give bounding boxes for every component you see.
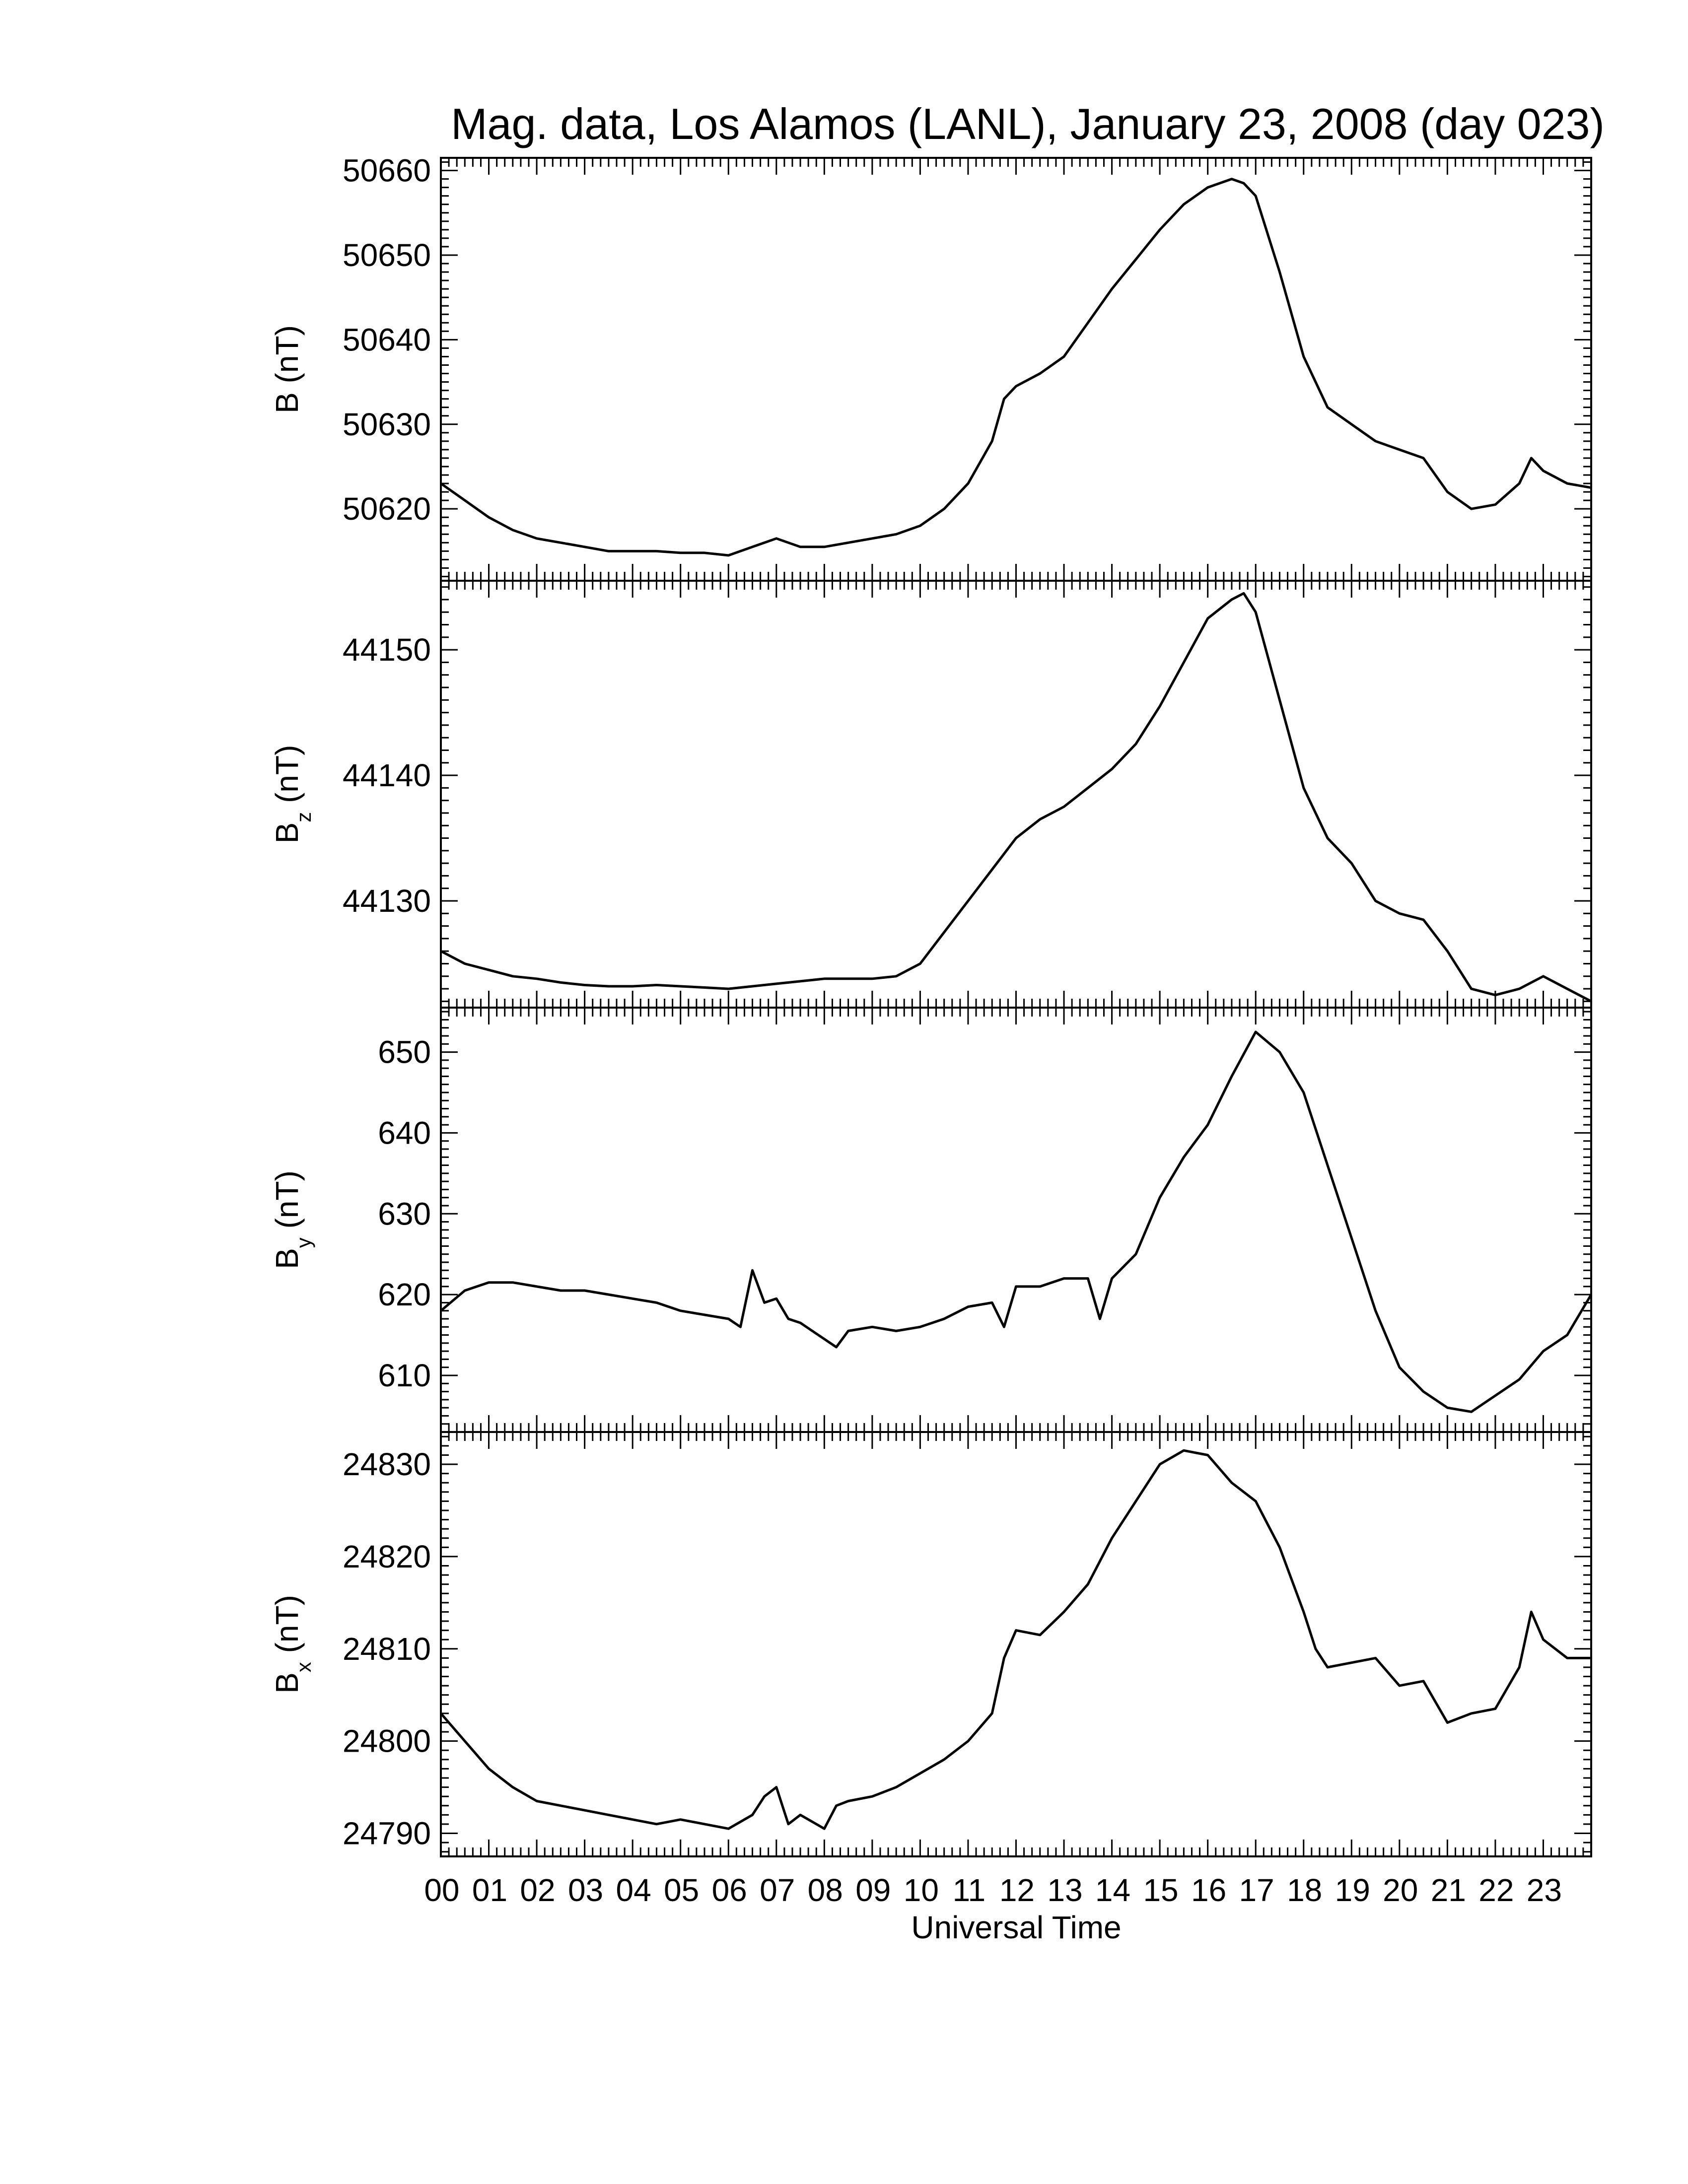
panel-3: 610 620 630 640 650 By (nT)	[269, 1007, 1593, 1433]
y-axis-label-symbol: B	[269, 1248, 305, 1269]
data-series-line	[440, 178, 1592, 557]
y-tick-label: 640	[378, 1115, 431, 1151]
panel-4: 24790 24800 24810 24820 24830 Bx (nT)	[269, 1431, 1592, 1857]
x-tick-label: 17	[1239, 1872, 1274, 1908]
y-axis-label-subscript: x	[292, 1662, 315, 1672]
y-tick-label: 24820	[343, 1539, 431, 1574]
x-tick-label: 14	[1095, 1872, 1130, 1908]
y-axis-label-symbol: B	[269, 392, 305, 413]
y-tick-label: 50630	[343, 407, 431, 442]
chart-title: Mag. data, Los Alamos (LANL), January 23…	[451, 99, 1605, 148]
y-tick-label: 650	[378, 1034, 431, 1070]
x-tick-label: 22	[1478, 1872, 1514, 1908]
data-series-line	[440, 1030, 1593, 1413]
y-tick-label: 610	[378, 1358, 431, 1393]
x-axis-label: Universal Time	[911, 1910, 1121, 1945]
y-tick-label: 44150	[343, 632, 431, 668]
y-axis-label-unit: (nT)	[269, 1595, 305, 1662]
y-tick-label: 50640	[343, 322, 431, 357]
x-tick-label: 16	[1191, 1872, 1226, 1908]
x-tick-label: 11	[953, 1872, 985, 1908]
y-axis-label-subscript: z	[292, 812, 315, 822]
y-tick-label: 50620	[343, 491, 431, 527]
y-axis-label: B (nT)	[269, 325, 305, 413]
panel-frame	[440, 580, 1592, 1009]
x-tick-label: 18	[1287, 1872, 1322, 1908]
y-tick-label: 44140	[343, 757, 431, 793]
x-tick-label: 20	[1383, 1872, 1418, 1908]
y-axis-label-symbol: B	[269, 1672, 305, 1694]
x-tick-label: 08	[808, 1872, 843, 1908]
y-tick-label: 620	[378, 1277, 431, 1312]
y-tick-label: 24810	[343, 1631, 431, 1667]
x-tick-label: 02	[520, 1872, 555, 1908]
y-tick-label: 24830	[343, 1446, 431, 1482]
y-axis-label-unit: (nT)	[269, 325, 305, 392]
panel-frame	[440, 157, 1592, 582]
x-tick-label: 09	[855, 1872, 891, 1908]
y-axis-label: Bx (nT)	[269, 1595, 315, 1694]
y-axis-label-subscript: y	[292, 1237, 315, 1248]
x-tick-label: 07	[760, 1872, 795, 1908]
x-tick-label: 01	[472, 1872, 507, 1908]
x-axis: 00 01 02 03 04 05 06 07 08 09 10 11 12 13 14 15 16 17 18 19…	[424, 1872, 1562, 1908]
x-tick-label: 04	[616, 1872, 651, 1908]
panel-2: 44130 44140 44150 Bz (nT)	[269, 580, 1592, 1009]
x-tick-label: 23	[1527, 1872, 1562, 1908]
y-tick-label: 50660	[343, 153, 431, 189]
x-tick-label: 00	[424, 1872, 459, 1908]
x-tick-label: 13	[1047, 1872, 1082, 1908]
y-tick-label: 50650	[343, 237, 431, 273]
y-tick-label: 24800	[343, 1723, 431, 1759]
y-axis-label-unit: (nT)	[269, 1170, 305, 1237]
panel-1: 50620 50630 50640 50650 50660 B (nT)	[269, 153, 1592, 582]
x-tick-label: 15	[1143, 1872, 1178, 1908]
x-tick-label: 10	[904, 1872, 939, 1908]
data-series-line	[440, 592, 1592, 1003]
x-tick-label: 03	[568, 1872, 603, 1908]
x-tick-label: 12	[999, 1872, 1035, 1908]
x-tick-label: 06	[712, 1872, 747, 1908]
y-axis-label: By (nT)	[269, 1170, 315, 1269]
x-tick-label: 05	[664, 1872, 699, 1908]
x-tick-label: 19	[1335, 1872, 1370, 1908]
x-tick-label: 21	[1431, 1872, 1466, 1908]
y-axis-label-unit: (nT)	[269, 745, 305, 812]
panel-frame	[440, 1431, 1592, 1857]
y-axis-label: Bz (nT)	[269, 745, 315, 844]
y-axis-label-symbol: B	[269, 822, 305, 844]
y-tick-label: 630	[378, 1196, 431, 1231]
y-tick-label: 44130	[343, 883, 431, 919]
panels: 50620 50630 50640 50650 50660 B (nT) 44130 4414…	[269, 153, 1593, 1857]
panel-frame	[440, 1007, 1592, 1433]
data-series-line	[440, 1449, 1591, 1830]
y-tick-label: 24790	[343, 1816, 431, 1851]
